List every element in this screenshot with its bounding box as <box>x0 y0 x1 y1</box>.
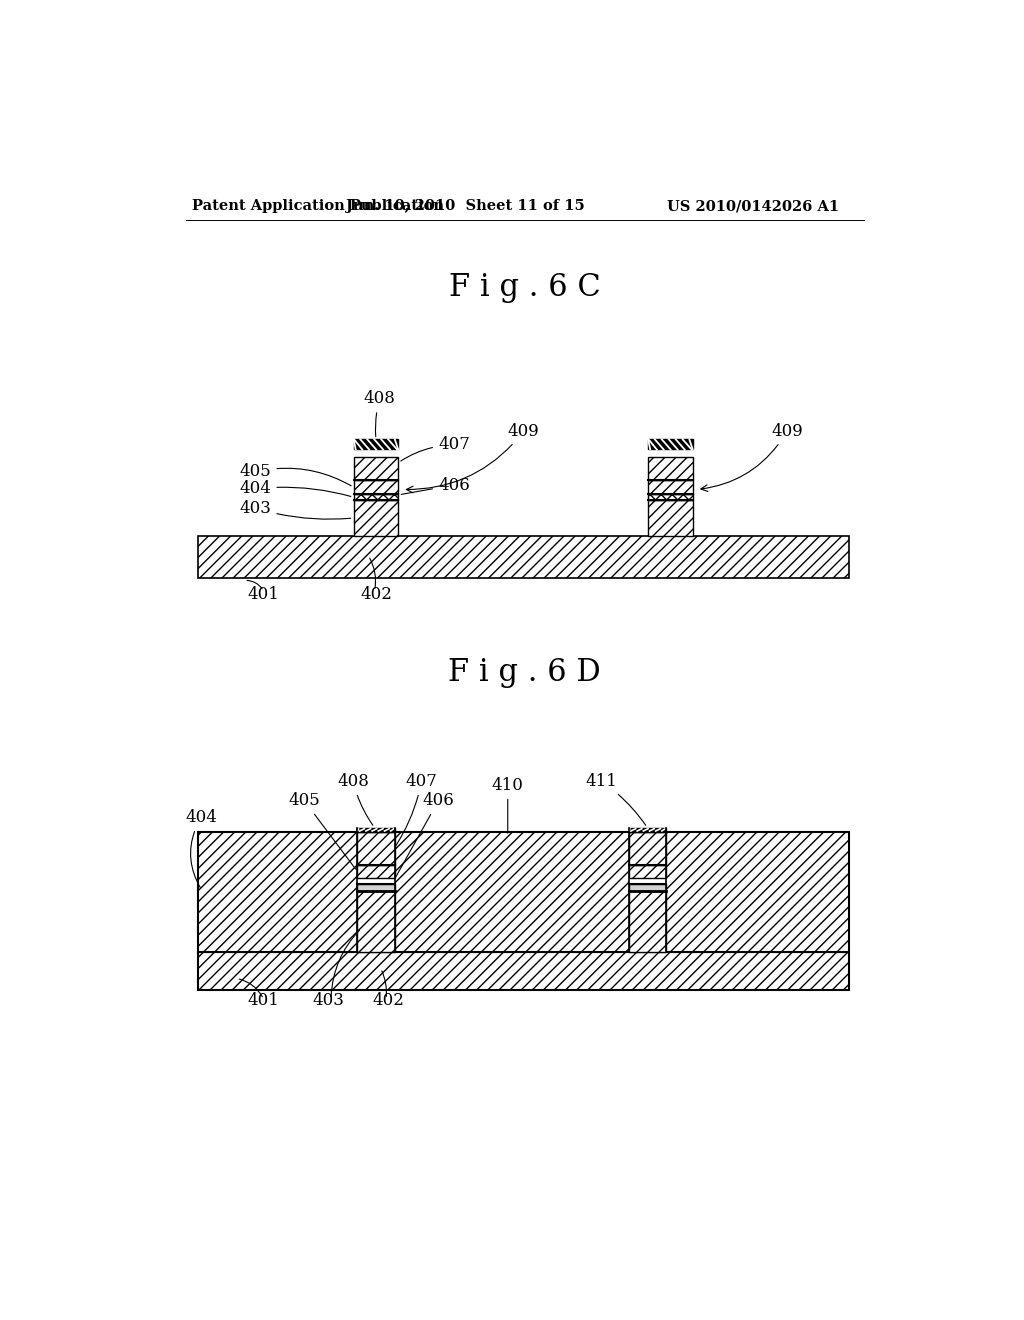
Bar <box>648 500 693 536</box>
Text: US 2010/0142026 A1: US 2010/0142026 A1 <box>667 199 839 213</box>
Bar <box>353 500 398 536</box>
Text: 402: 402 <box>373 993 404 1010</box>
Bar <box>357 828 394 952</box>
Text: Patent Application Publication: Patent Application Publication <box>191 199 443 213</box>
Text: 406: 406 <box>401 477 470 495</box>
Bar <box>353 480 398 494</box>
Text: 402: 402 <box>360 586 392 603</box>
Bar <box>629 828 666 952</box>
Text: 404: 404 <box>185 809 217 887</box>
Bar <box>198 536 849 578</box>
Text: Jun. 10, 2010  Sheet 11 of 15: Jun. 10, 2010 Sheet 11 of 15 <box>346 199 585 213</box>
Bar <box>629 884 666 891</box>
Text: 403: 403 <box>240 499 351 519</box>
Bar <box>648 457 693 480</box>
Text: 403: 403 <box>312 993 344 1010</box>
Text: F i g . 6 D: F i g . 6 D <box>449 657 601 688</box>
Text: 409: 409 <box>407 422 540 492</box>
Bar <box>629 828 666 832</box>
Bar <box>629 866 666 878</box>
Bar <box>648 440 693 449</box>
Text: 409: 409 <box>700 422 803 491</box>
Bar <box>629 891 666 952</box>
Text: 404: 404 <box>240 480 351 498</box>
Text: 405: 405 <box>289 792 355 869</box>
Text: 408: 408 <box>364 391 396 437</box>
Bar <box>357 884 394 891</box>
Text: 406: 406 <box>396 792 455 876</box>
Bar <box>629 832 666 866</box>
Text: 411: 411 <box>586 774 646 825</box>
Text: 410: 410 <box>492 776 523 833</box>
Bar <box>353 440 398 449</box>
Text: 407: 407 <box>396 774 437 845</box>
Bar <box>648 480 693 494</box>
Bar <box>357 832 394 866</box>
Text: 405: 405 <box>240 463 351 486</box>
Text: 401: 401 <box>248 993 280 1010</box>
Text: 401: 401 <box>248 586 280 603</box>
Text: 408: 408 <box>337 774 373 825</box>
Bar <box>353 457 398 480</box>
Text: F i g . 6 C: F i g . 6 C <box>449 272 601 304</box>
Bar <box>648 494 693 500</box>
Bar <box>198 832 849 952</box>
Text: 407: 407 <box>400 437 470 461</box>
Bar <box>353 494 398 500</box>
Bar <box>198 952 849 990</box>
Bar <box>357 866 394 878</box>
Bar <box>357 828 394 832</box>
Bar <box>357 891 394 952</box>
